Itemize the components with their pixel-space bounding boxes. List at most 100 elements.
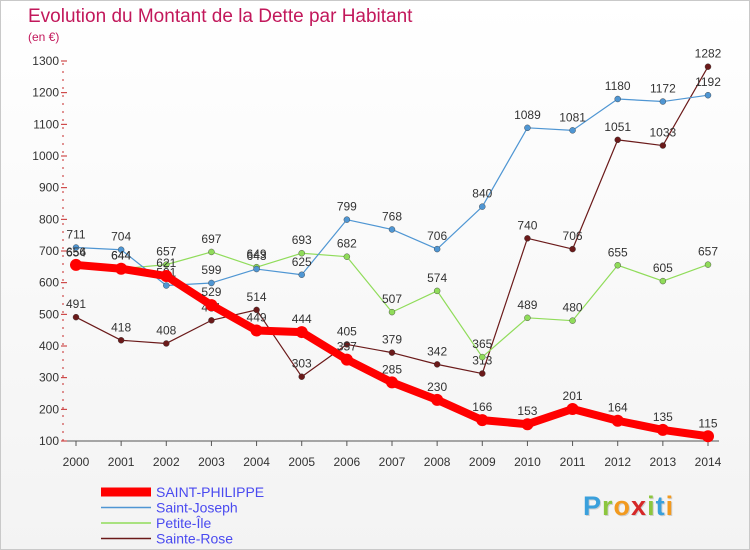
data-label-saint-philippe: 164 <box>608 401 628 415</box>
x-tick-label: 2010 <box>514 455 541 469</box>
legend-label: Saint-Joseph <box>156 500 238 516</box>
data-point-saint-joseph <box>388 226 396 233</box>
y-tick-label: 600 <box>39 276 59 290</box>
data-label-saint-philippe: 449 <box>247 310 267 324</box>
x-tick-label: 2005 <box>288 455 315 469</box>
data-label-saint-philippe: 230 <box>427 380 447 394</box>
data-point-saint-philippe <box>611 414 624 427</box>
data-label-saint-joseph: 799 <box>337 200 357 214</box>
data-label-sainte-rose: 1051 <box>604 120 631 134</box>
data-point-saint-philippe <box>205 299 218 312</box>
data-point-saint-joseph <box>343 216 351 223</box>
x-tick-label: 2011 <box>560 455 586 469</box>
legend-label: SAINT-PHILIPPE <box>156 484 264 500</box>
data-point-petite-ile <box>388 308 396 316</box>
y-tick-label: 500 <box>39 307 59 321</box>
x-tick-label: 2002 <box>153 455 180 469</box>
data-point-saint-joseph <box>163 282 170 289</box>
data-label-sainte-rose: 514 <box>247 290 267 304</box>
data-point-saint-philippe <box>431 393 444 406</box>
chart-title: Evolution du Montant de la Dette par Hab… <box>28 6 413 27</box>
legend-label: Petite-Île <box>156 515 211 531</box>
x-tick-label: 2014 <box>695 455 722 469</box>
data-label-petite-ile: 365 <box>472 337 492 351</box>
data-label-sainte-rose: 342 <box>427 344 447 358</box>
data-label-sainte-rose: 418 <box>111 320 131 334</box>
data-point-sainte-rose <box>433 361 441 368</box>
data-point-saint-philippe <box>160 270 173 283</box>
data-label-saint-joseph: 625 <box>292 255 312 269</box>
data-point-saint-philippe <box>702 430 714 443</box>
data-label-saint-philippe: 357 <box>337 340 357 354</box>
data-point-sainte-rose <box>524 235 531 242</box>
data-label-saint-joseph: 599 <box>201 263 221 277</box>
data-label-saint-philippe: 201 <box>563 389 583 403</box>
x-tick-label: 2007 <box>379 455 406 469</box>
data-label-saint-joseph: 768 <box>382 209 402 223</box>
data-label-sainte-rose: 405 <box>337 324 357 338</box>
data-point-sainte-rose <box>388 349 396 356</box>
data-label-petite-ile: 693 <box>292 233 312 247</box>
data-label-saint-joseph: 1081 <box>559 110 586 124</box>
data-point-petite-ile <box>163 261 170 268</box>
data-point-saint-joseph <box>524 124 531 132</box>
data-point-saint-joseph <box>208 279 215 287</box>
data-point-saint-joseph <box>253 265 260 273</box>
data-point-sainte-rose <box>479 370 486 377</box>
data-point-petite-ile <box>659 277 667 285</box>
data-label-petite-ile: 644 <box>111 249 131 263</box>
data-point-petite-ile <box>614 262 621 269</box>
data-point-saint-joseph <box>704 91 712 99</box>
data-label-petite-ile: 682 <box>337 237 357 251</box>
data-label-sainte-rose: 303 <box>292 357 312 371</box>
y-tick-label: 800 <box>39 212 59 226</box>
data-point-sainte-rose <box>72 313 80 321</box>
data-label-saint-philippe: 153 <box>517 404 537 418</box>
x-tick-label: 2000 <box>63 455 90 469</box>
data-point-sainte-rose <box>298 373 305 380</box>
data-label-petite-ile: 697 <box>201 232 221 246</box>
data-point-saint-joseph <box>117 246 125 253</box>
data-point-sainte-rose <box>704 63 712 70</box>
data-point-saint-joseph <box>72 244 80 251</box>
data-label-sainte-rose: 491 <box>66 297 86 311</box>
data-point-saint-philippe <box>386 376 398 389</box>
data-label-petite-ile: 655 <box>608 245 628 259</box>
data-point-saint-philippe <box>295 326 308 339</box>
data-label-saint-joseph: 1192 <box>695 75 721 89</box>
data-point-petite-ile <box>343 253 351 260</box>
data-label-sainte-rose: 1033 <box>650 126 677 140</box>
data-label-petite-ile: 480 <box>563 301 583 315</box>
data-point-saint-philippe <box>656 423 669 436</box>
data-label-petite-ile: 657 <box>698 245 718 259</box>
data-label-sainte-rose: 1282 <box>695 47 722 61</box>
data-label-petite-ile: 507 <box>382 292 402 306</box>
data-point-saint-joseph <box>433 245 441 253</box>
proxiti-logo: Proxiti <box>583 491 675 521</box>
y-tick-label: 200 <box>39 402 59 416</box>
data-label-saint-joseph: 706 <box>427 229 447 243</box>
data-point-petite-ile <box>524 314 531 322</box>
data-point-sainte-rose <box>569 245 576 253</box>
data-point-sainte-rose <box>343 341 351 348</box>
data-point-saint-joseph <box>659 98 667 105</box>
data-point-sainte-rose <box>163 340 170 347</box>
data-label-saint-philippe: 529 <box>201 285 221 299</box>
data-label-saint-philippe: 621 <box>156 256 176 270</box>
data-point-petite-ile <box>208 248 215 256</box>
x-tick-label: 2006 <box>334 455 361 469</box>
data-point-saint-philippe <box>521 418 534 431</box>
x-tick-label: 2001 <box>108 455 135 469</box>
data-label-sainte-rose: 706 <box>563 229 583 243</box>
data-label-saint-joseph: 711 <box>66 228 85 242</box>
data-label-saint-philippe: 656 <box>66 245 86 259</box>
data-label-saint-joseph: 704 <box>111 230 131 244</box>
data-label-saint-philippe: 115 <box>698 416 717 430</box>
data-point-saint-philippe <box>70 258 82 271</box>
data-label-saint-philippe: 644 <box>111 249 131 263</box>
x-tick-label: 2008 <box>424 455 451 469</box>
data-point-sainte-rose <box>614 136 621 144</box>
data-label-saint-joseph: 1089 <box>514 108 541 122</box>
